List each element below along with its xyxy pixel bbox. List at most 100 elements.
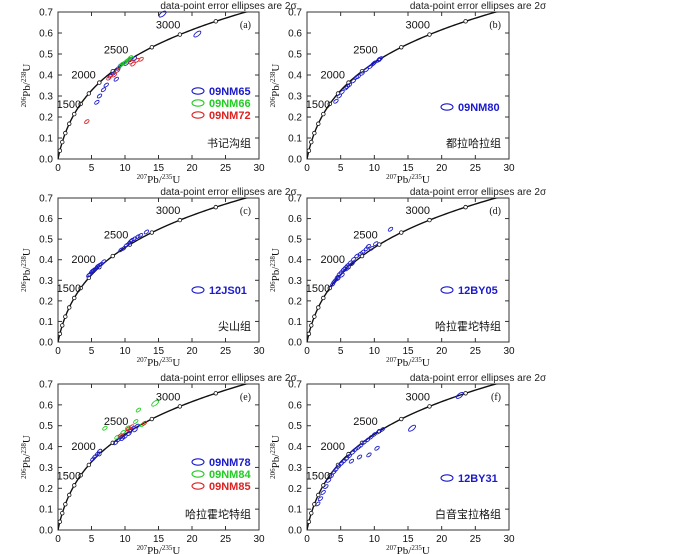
data-ellipse-09NM80 <box>336 93 342 99</box>
x-tick-label: 30 <box>503 163 515 174</box>
data-ellipse-12BY31 <box>361 440 367 445</box>
legend-swatch <box>191 111 205 119</box>
y-tick-label: 0.3 <box>39 463 53 474</box>
y-tick-label: 0.6 <box>39 29 53 40</box>
x-tick-label: 25 <box>470 346 482 357</box>
legend-swatch <box>191 99 205 107</box>
data-ellipse-09NM78 <box>119 436 125 442</box>
legend-label: 12BY05 <box>458 285 498 297</box>
legend-swatch <box>191 482 205 490</box>
x-label-tail: U <box>422 357 430 369</box>
y-label-den: 238 <box>269 256 277 267</box>
y-tick-label: 0.7 <box>288 8 302 19</box>
data-ellipse-12BY05 <box>347 260 353 266</box>
age-marker <box>86 462 92 468</box>
y-label-num: 206 <box>20 468 28 479</box>
data-ellipse-12BY31 <box>323 484 329 490</box>
age-marker <box>177 404 183 409</box>
y-tick-label: 0.0 <box>288 526 302 537</box>
y-tick-label: 0.4 <box>39 71 53 82</box>
age-marker <box>67 492 72 498</box>
data-ellipse-12JS01 <box>94 263 101 269</box>
x-axis-label: 207Pb/235U <box>137 173 181 186</box>
data-ellipse-12BY31 <box>371 432 378 437</box>
data-ellipse-09NM80 <box>353 75 359 80</box>
age-marker <box>60 323 65 328</box>
x-label-den: 235 <box>411 544 422 552</box>
age-marker <box>309 323 314 328</box>
legend-label: 09NM66 <box>209 98 251 110</box>
age-marker <box>306 331 312 337</box>
age-marker <box>177 32 183 37</box>
data-ellipse-12BY31 <box>346 453 353 459</box>
x-tick-label: 20 <box>436 534 448 545</box>
data-ellipse-09NM66 <box>122 59 129 65</box>
legend-label: 09NM80 <box>458 102 500 114</box>
data-ellipse-12BY31 <box>374 445 380 451</box>
x-tick-label: 20 <box>186 346 198 357</box>
y-tick-label: 0.5 <box>288 50 302 61</box>
data-ellipse-09NM65 <box>94 99 100 105</box>
age-label: 3000 <box>406 20 430 32</box>
data-ellipse-09NM80 <box>370 61 376 67</box>
panel-a: data-point error ellipses are 2σ 0.0 0.1 0.… <box>20 1 297 186</box>
data-ellipse-12BY05 <box>387 226 394 232</box>
y-tick-label: 0.4 <box>288 71 302 82</box>
y-tick-label: 0.0 <box>288 155 302 166</box>
x-tick-label: 20 <box>436 163 448 174</box>
age-marker <box>327 285 332 291</box>
age-marker <box>316 121 321 126</box>
y-tick-label: 0.6 <box>288 400 302 411</box>
age-marker <box>67 121 72 126</box>
y-tick-label: 0.2 <box>288 296 302 307</box>
age-marker <box>327 101 332 107</box>
y-tick-label: 0.5 <box>39 50 53 61</box>
panel-label: (b) <box>489 20 501 31</box>
data-ellipse-12BY31 <box>333 467 339 472</box>
x-label-num: 207 <box>137 544 148 552</box>
x-tick-label: 15 <box>153 346 165 357</box>
y-axis-label: 206Pb/238U <box>20 248 33 292</box>
x-tick-label: 15 <box>402 534 414 545</box>
age-marker <box>463 19 468 24</box>
y-label-tail: U <box>270 435 282 443</box>
age-label: 2000 <box>321 441 345 453</box>
age-label: 2000 <box>71 70 95 82</box>
data-ellipse-09NM80 <box>350 78 357 84</box>
data-ellipse-09NM65 <box>100 87 107 93</box>
age-label: 1500 <box>57 283 81 295</box>
y-tick-label: 0.1 <box>288 505 302 516</box>
legend-swatch <box>440 474 454 482</box>
y-tick-label: 0.6 <box>39 400 53 411</box>
y-tick-label: 0.2 <box>39 113 53 124</box>
x-tick-label: 10 <box>369 346 381 357</box>
data-ellipse-12JS01 <box>137 233 144 238</box>
data-ellipse-09NM65 <box>103 82 109 88</box>
data-ellipse-09NM85 <box>129 424 135 430</box>
data-ellipse-09NM78 <box>90 456 96 462</box>
data-ellipse-12BY31 <box>348 458 355 464</box>
y-axis-label: 206Pb/238U <box>20 64 33 108</box>
age-marker <box>316 492 321 498</box>
data-ellipse-09NM78 <box>132 427 138 433</box>
y-label-elem: Pb/ <box>21 453 33 469</box>
age-marker <box>427 217 432 223</box>
data-ellipse-12BY05 <box>363 246 369 252</box>
age-label: 1500 <box>306 99 330 111</box>
data-ellipse-09NM80 <box>377 56 384 62</box>
data-ellipse-12BY31 <box>455 392 464 399</box>
legend-swatch <box>191 286 205 294</box>
formation-label: 都拉哈拉组 <box>446 136 501 150</box>
data-ellipse-09NM78 <box>126 431 132 437</box>
y-label-tail: U <box>21 248 33 256</box>
data-ellipse-12BY31 <box>331 469 337 475</box>
x-tick-label: 5 <box>338 346 344 357</box>
y-tick-label: 0.0 <box>39 526 53 537</box>
y-tick-label: 0.0 <box>39 155 53 166</box>
x-tick-label: 20 <box>186 534 198 545</box>
data-ellipse-09NM80 <box>346 82 353 88</box>
age-marker <box>399 416 404 422</box>
x-tick-label: 5 <box>338 534 344 545</box>
y-tick-label: 0.5 <box>288 421 302 432</box>
x-tick-label: 0 <box>55 534 61 545</box>
